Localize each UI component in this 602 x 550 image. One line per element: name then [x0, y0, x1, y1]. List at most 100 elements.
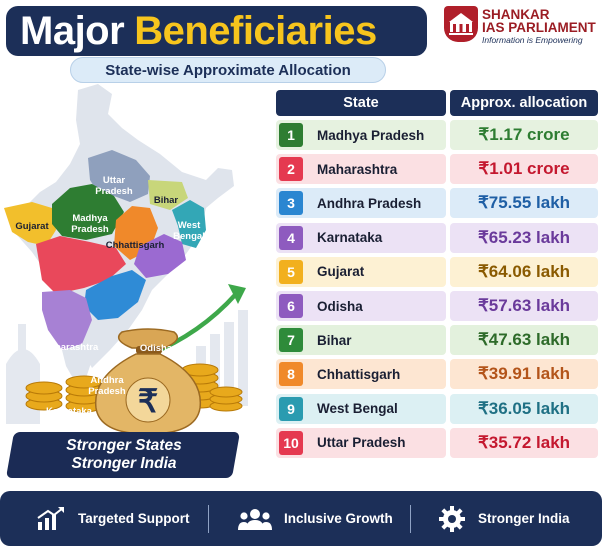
allocation-cell: ₹65.23 lakh [450, 222, 598, 253]
slogan-line2: Stronger India [71, 455, 177, 472]
allocation-cell: ₹57.63 lakh [450, 291, 598, 321]
state-madhya-pradesh [52, 184, 124, 240]
table-row: 7 Bihar ₹47.63 lakh [276, 325, 598, 356]
state-uttar-pradesh [88, 150, 150, 202]
emblem-icon [444, 6, 478, 42]
allocation-cell: ₹1.01 crore [450, 154, 598, 185]
map-label-bihar: Bihar [153, 195, 179, 206]
state-name: Madhya Pradesh [317, 127, 425, 143]
title-word-major: Major [20, 8, 125, 53]
logo-line2: IAS PARLIAMENT [482, 20, 596, 35]
map-svg [4, 84, 248, 435]
state-cell: 9 West Bengal [276, 393, 446, 424]
state-name: Maharashtra [317, 161, 398, 177]
footer-divider [410, 505, 411, 533]
footer-label-stronger-india: Stronger India [478, 511, 570, 526]
state-name: Uttar Pradesh [317, 435, 406, 451]
rank-badge: 10 [279, 430, 303, 455]
map-label-madhya-pradesh: Madhya Pradesh [71, 213, 109, 235]
india-map-illustration: Uttar Pradesh Bihar West Bengal Gujarat … [0, 84, 272, 480]
slogan-line1: Stronger States [66, 437, 182, 454]
table-row: 6 Odisha ₹57.63 lakh [276, 291, 598, 321]
logo-line1: SHANKAR [482, 7, 550, 22]
rank-badge: 7 [279, 328, 303, 353]
footer-divider [208, 505, 209, 533]
gear-icon [438, 505, 466, 533]
state-karnataka [42, 290, 92, 350]
rank-badge: 3 [279, 191, 303, 216]
state-name: Andhra Pradesh [317, 195, 422, 211]
allocation-cell: ₹64.06 lakh [450, 256, 598, 287]
state-name: Bihar [317, 332, 352, 348]
table-row: 3 Andhra Pradesh ₹75.55 lakh [276, 188, 598, 219]
state-cell: 8 Chhattisgarh [276, 359, 446, 390]
rank-badge: 2 [279, 157, 303, 182]
title-banner: Major Beneficiaries [6, 6, 427, 56]
table-row: 9 West Bengal ₹36.05 lakh [276, 393, 598, 424]
map-label-andhra-pradesh: Andhra Pradesh [88, 375, 126, 397]
map-label-chhattisgarh: Chhattisgarh [105, 240, 165, 251]
state-cell: 10 Uttar Pradesh [276, 427, 446, 458]
state-cell: 4 Karnataka [276, 222, 446, 253]
state-cell: 3 Andhra Pradesh [276, 188, 446, 219]
state-cell: 5 Gujarat [276, 256, 446, 287]
rank-badge: 9 [279, 396, 303, 421]
logo-tagline: Information is Empowering [482, 35, 583, 45]
map-label-gujarat: Gujarat [15, 221, 49, 232]
state-name: Gujarat [317, 264, 365, 280]
people-group-icon [238, 506, 272, 532]
table-header: State Approx. allocation [276, 90, 598, 116]
allocation-cell: ₹1.17 crore [450, 120, 598, 150]
state-name: West Bengal [317, 401, 398, 417]
state-name: Chhattisgarh [317, 366, 401, 382]
allocation-cell: ₹47.63 lakh [450, 325, 598, 356]
money-bag-icon [94, 328, 202, 435]
table-row: 8 Chhattisgarh ₹39.91 lakh [276, 359, 598, 390]
slogan: Stronger States Stronger India [24, 437, 224, 473]
footer-label-inclusive-growth: Inclusive Growth [284, 511, 393, 526]
table-row: 5 Gujarat ₹64.06 lakh [276, 256, 598, 287]
map-label-west-bengal: West Bengal [173, 220, 205, 242]
allocation-cell: ₹39.91 lakh [450, 359, 598, 390]
map-label-uttar-pradesh: Uttar Pradesh [95, 175, 133, 197]
footer-item-stronger-india: Stronger India [438, 491, 570, 546]
header-allocation: Approx. allocation [450, 90, 598, 116]
state-maharashtra [36, 236, 126, 294]
state-cell: 7 Bihar [276, 325, 446, 356]
rank-badge: 6 [279, 294, 303, 318]
allocation-cell: ₹36.05 lakh [450, 393, 598, 424]
map-label-maharashtra: Maharashtra [41, 342, 99, 353]
brand-logo: SHANKAR IAS PARLIAMENT Information is Em… [444, 4, 600, 50]
rupee-symbol: ₹ [137, 383, 159, 419]
state-andhra-pradesh [84, 270, 146, 320]
allocation-cell: ₹75.55 lakh [450, 188, 598, 219]
state-cell: 2 Maharashtra [276, 154, 446, 185]
state-odisha [134, 234, 186, 278]
table-row: 4 Karnataka ₹65.23 lakh [276, 222, 598, 253]
rank-badge: 5 [279, 259, 303, 284]
header-state: State [276, 90, 446, 116]
state-name: Odisha [317, 298, 363, 314]
footer-label-targeted-support: Targeted Support [78, 511, 190, 526]
state-gujarat [4, 202, 56, 246]
footer-item-inclusive-growth: Inclusive Growth [238, 491, 393, 546]
state-bihar [148, 180, 188, 210]
table-row: 10 Uttar Pradesh ₹35.72 lakh [276, 427, 598, 458]
state-cell: 1 Madhya Pradesh [276, 120, 446, 150]
title-word-beneficiaries: Beneficiaries [134, 8, 377, 53]
subtitle: State-wise Approximate Allocation [70, 57, 386, 83]
state-cell: 6 Odisha [276, 291, 446, 321]
rank-badge: 4 [279, 225, 303, 250]
state-west-bengal [172, 200, 206, 248]
map-label-odisha: Odisha [139, 343, 173, 354]
table-row: 2 Maharashtra ₹1.01 crore [276, 154, 598, 185]
footer-item-targeted-support: Targeted Support [36, 491, 190, 546]
map-label-karnataka: Karnataka [46, 406, 92, 417]
growth-chart-icon [36, 506, 66, 532]
footer-bar: Targeted Support Inclusive Growth [0, 491, 602, 546]
allocation-cell: ₹35.72 lakh [450, 427, 598, 458]
state-name: Karnataka [317, 230, 383, 246]
table-row: 1 Madhya Pradesh ₹1.17 crore [276, 120, 598, 150]
rank-badge: 1 [279, 123, 303, 147]
rank-badge: 8 [279, 362, 303, 387]
